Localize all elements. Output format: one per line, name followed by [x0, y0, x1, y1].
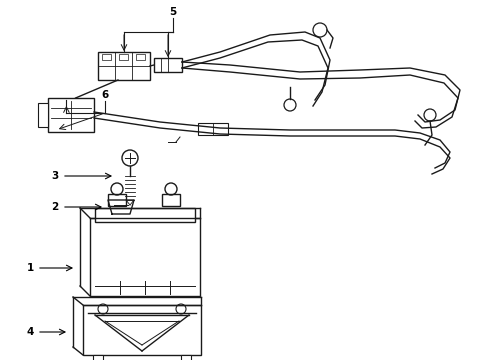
Text: 4: 4	[26, 327, 34, 337]
Bar	[98, 52, 150, 80]
Bar	[95, 208, 195, 222]
Bar	[162, 194, 180, 206]
Bar	[102, 54, 111, 60]
Text: 5: 5	[169, 7, 176, 17]
Bar	[198, 123, 227, 135]
Bar	[154, 58, 182, 72]
Text: 2: 2	[51, 202, 59, 212]
Text: 3: 3	[51, 171, 59, 181]
Bar	[136, 54, 145, 60]
Bar	[83, 305, 201, 355]
Bar	[38, 103, 48, 127]
Bar	[90, 218, 200, 296]
Bar	[119, 54, 128, 60]
Bar	[181, 355, 191, 360]
Text: 1: 1	[26, 263, 34, 273]
Bar	[108, 194, 126, 206]
Bar	[48, 98, 94, 132]
Bar	[93, 355, 103, 360]
Text: 6: 6	[101, 90, 108, 100]
